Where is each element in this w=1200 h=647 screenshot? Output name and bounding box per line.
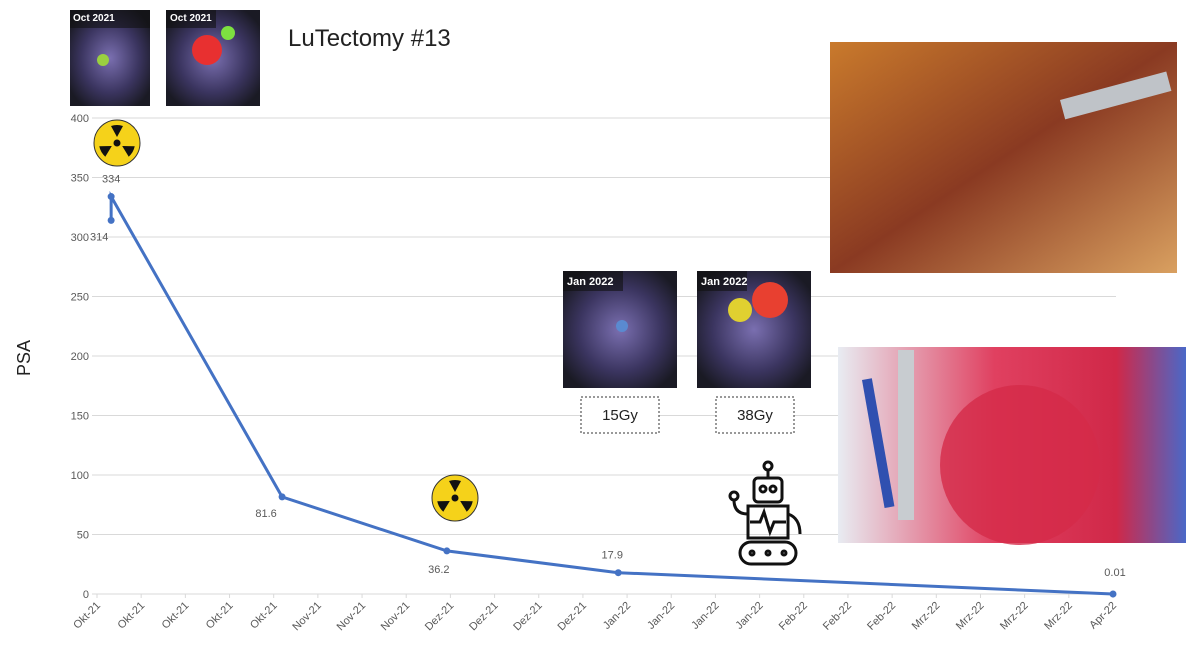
- y-tick-label: 50: [77, 530, 89, 542]
- data-label: 81.6: [255, 508, 276, 520]
- x-tick-label: Dez-21: [555, 600, 589, 634]
- data-label: 17.9: [602, 550, 623, 562]
- dose-box: [715, 396, 795, 434]
- y-tick-label: 100: [71, 470, 89, 482]
- x-tick-label: Okt-21: [248, 600, 280, 632]
- ruler: [898, 350, 914, 520]
- x-tick-label: Dez-21: [423, 600, 457, 634]
- x-tick-label: Feb-22: [777, 600, 810, 633]
- data-point: [443, 547, 451, 555]
- y-tick-label: 150: [71, 411, 89, 423]
- data-line: [109, 190, 1114, 596]
- chart-title: LuTectomy #13: [288, 25, 451, 52]
- dose-label: 38Gy: [737, 407, 773, 424]
- data-label: 36.2: [428, 564, 449, 576]
- surgery-photo: [830, 42, 1177, 273]
- y-axis-label: PSA: [14, 340, 34, 376]
- scan-label: Oct 2021: [73, 13, 115, 24]
- scan-hotspot: [616, 320, 628, 332]
- label-bg: [697, 271, 747, 291]
- y-tick-label: 250: [71, 292, 89, 304]
- x-tick-label: Jan-22: [645, 600, 677, 632]
- x-tick-label: Mrz-22: [954, 600, 987, 633]
- specimen-dish: [940, 385, 1100, 545]
- dose-label: 15Gy: [602, 407, 638, 424]
- x-tick-label: Okt-21: [204, 600, 236, 632]
- pen: [862, 378, 895, 509]
- scan-hotspot: [752, 282, 788, 318]
- x-tick-label: Okt-21: [115, 600, 147, 632]
- data-point: [107, 216, 115, 224]
- x-tick-label: Mrz-22: [1042, 600, 1075, 633]
- data-point: [614, 569, 622, 577]
- surgical-clip: [1059, 71, 1172, 120]
- x-tick-label: Dez-21: [511, 600, 545, 634]
- label-bg: [563, 271, 623, 291]
- robot-icon: [728, 460, 802, 566]
- scan-hotspot: [728, 298, 752, 322]
- scan-hotspot: [97, 54, 109, 66]
- x-tick-label: Nov-21: [335, 600, 369, 634]
- y-tick-label: 350: [71, 173, 89, 185]
- x-tick-label: Okt-21: [160, 600, 192, 632]
- scan-label: Jan 2022: [567, 276, 613, 288]
- x-tick-label: Dez-21: [467, 600, 501, 634]
- x-tick-label: Jan-22: [601, 600, 633, 632]
- x-tick-label: Jan-22: [689, 600, 721, 632]
- data-label: 334: [102, 174, 120, 186]
- data-label: 314: [90, 231, 108, 243]
- scan-hotspot: [192, 35, 222, 65]
- scan-label: Jan 2022: [701, 276, 747, 288]
- scan-hotspot: [221, 26, 235, 40]
- x-tick-label: Mrz-22: [910, 600, 943, 633]
- y-tick-label: 300: [71, 232, 89, 244]
- data-point: [278, 493, 286, 501]
- scan-label: Oct 2021: [170, 13, 212, 24]
- x-tick-label: Mrz-22: [998, 600, 1031, 633]
- y-tick-label: 400: [71, 113, 89, 125]
- radiation-icon: [93, 119, 141, 167]
- y-tick-label: 200: [71, 351, 89, 363]
- x-tick-label: Nov-21: [290, 600, 324, 634]
- x-tick-label: Feb-22: [821, 600, 854, 633]
- label-bg: [70, 10, 150, 28]
- label-bg: [166, 10, 216, 28]
- data-point: [107, 193, 115, 201]
- x-tick-label: Feb-22: [865, 600, 898, 633]
- x-tick-label: Okt-21: [71, 600, 103, 632]
- radiation-icon: [431, 474, 479, 522]
- data-point: [1109, 590, 1117, 598]
- x-tick-label: Jan-22: [733, 600, 765, 632]
- x-tick-label: Nov-21: [379, 600, 413, 634]
- y-tick-label: 0: [83, 589, 89, 601]
- x-tick-label: Apr-22: [1087, 600, 1119, 632]
- data-label: 0.01: [1104, 567, 1125, 579]
- dose-box: [580, 396, 660, 434]
